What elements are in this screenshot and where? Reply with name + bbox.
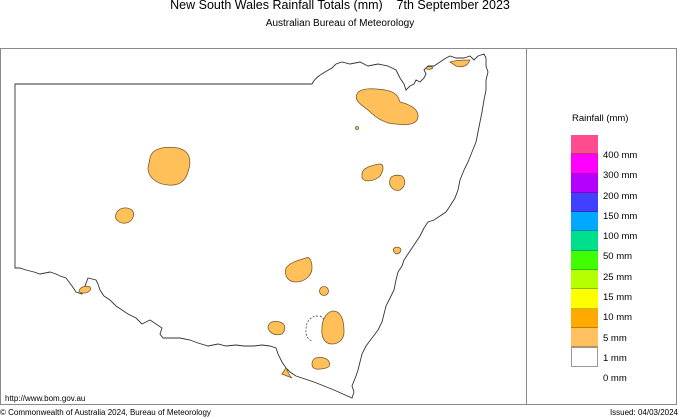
legend-label: 300 mm xyxy=(603,170,638,182)
rainfall-areas xyxy=(78,59,471,379)
copyright-notice: © Commonwealth of Australia 2024, Bureau… xyxy=(0,408,211,417)
rain-area xyxy=(393,246,402,255)
rain-area xyxy=(311,356,330,370)
legend-title: Rainfall (mm) xyxy=(572,113,629,124)
legend-swatch-5-10 xyxy=(571,308,598,328)
rain-area xyxy=(115,207,134,224)
legend-label: 15 mm xyxy=(603,292,633,304)
rain-area xyxy=(78,285,91,294)
rain-area xyxy=(319,286,329,296)
legend-swatch-0-1 xyxy=(571,347,598,367)
legend-label: 1 mm xyxy=(603,352,627,364)
legend-swatch-300-400 xyxy=(571,154,598,174)
map-frame xyxy=(0,48,677,405)
legend-swatch-1-5 xyxy=(571,327,598,348)
rain-area xyxy=(425,66,434,70)
legend-swatch-100-150 xyxy=(571,212,598,232)
rain-area xyxy=(147,146,191,186)
legend-label: 5 mm xyxy=(603,332,627,344)
legend-swatch-25-50 xyxy=(571,250,598,271)
inland-lake-outline xyxy=(305,315,325,341)
map-title: New South Wales Rainfall Totals (mm) 7th… xyxy=(170,0,510,12)
legend-label: 50 mm xyxy=(603,251,633,263)
rain-area xyxy=(389,174,406,191)
legend-label: 100 mm xyxy=(603,231,638,243)
map-subtitle: Australian Bureau of Meteorology xyxy=(265,18,415,29)
rain-area xyxy=(281,367,293,379)
rain-area xyxy=(355,126,359,130)
rain-area xyxy=(267,320,286,336)
rain-area xyxy=(285,257,313,283)
legend-color-bar xyxy=(571,135,598,367)
legend-labels: 400 mm 300 mm 200 mm 150 mm 100 mm 50 mm… xyxy=(603,150,637,394)
legend-label: 400 mm xyxy=(603,150,638,161)
legend-swatch-400plus xyxy=(571,135,598,155)
legend-label: 10 mm xyxy=(603,312,633,324)
issued-date: Issued: 04/03/2024 xyxy=(609,408,678,417)
legend-divider xyxy=(526,48,527,405)
legend-swatch-10-15 xyxy=(571,289,598,309)
legend-label: 25 mm xyxy=(603,271,633,283)
rain-area xyxy=(449,59,471,68)
nsw-outline xyxy=(14,53,489,399)
rain-area xyxy=(355,88,419,126)
legend-swatch-150-200 xyxy=(571,192,598,213)
legend-swatch-15-25 xyxy=(571,270,598,290)
legend-swatch-200-300 xyxy=(571,173,598,193)
rain-area xyxy=(361,163,384,182)
legend-label: 150 mm xyxy=(603,210,638,222)
legend-label: 0 mm xyxy=(603,373,627,385)
bom-url-link[interactable]: http://www.bom.gov.au xyxy=(5,394,86,403)
rain-area xyxy=(321,310,345,345)
legend-label: 200 mm xyxy=(603,190,638,202)
legend-swatch-50-100 xyxy=(571,231,598,251)
